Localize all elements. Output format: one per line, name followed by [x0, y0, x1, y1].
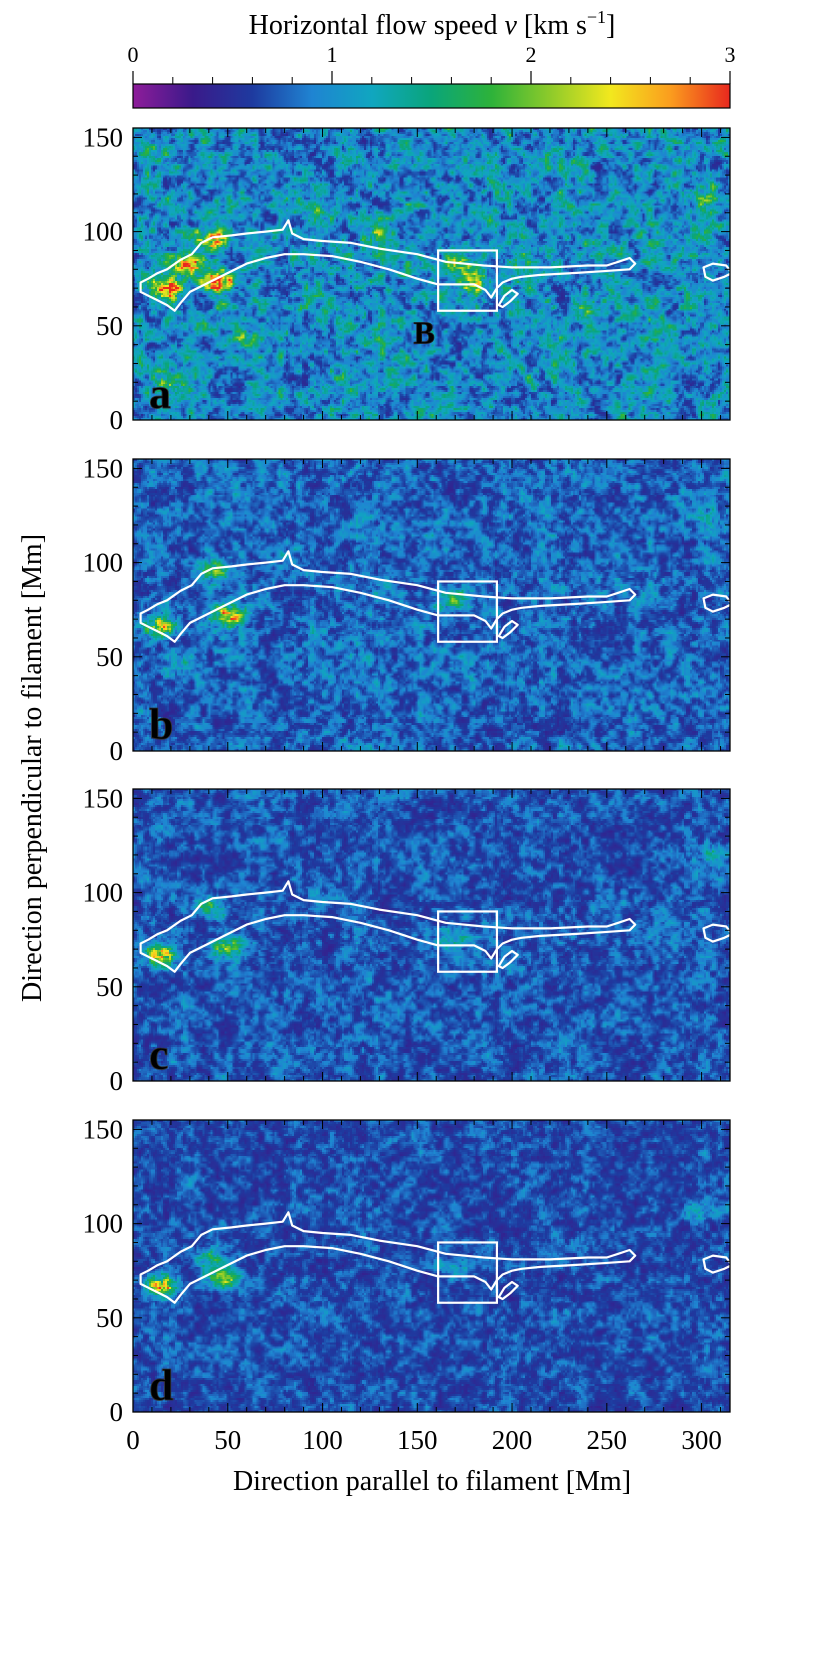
flow-speed-map — [133, 459, 730, 751]
filament-contour-island — [702, 262, 730, 282]
filament-contour — [139, 1211, 637, 1304]
filament-contour — [139, 550, 637, 643]
panel-d: d0 50 100 150 0 50 100 150 200 250 300 — [83, 1114, 731, 1455]
panel-frame — [132, 458, 731, 752]
panel-letter: b — [149, 700, 173, 749]
y-tick-label: 100 — [83, 878, 124, 908]
colorbar-label: Horizontal flow speed v [km s−1] — [249, 7, 616, 41]
flow-speed-map — [133, 128, 730, 420]
axis-ticks — [132, 1120, 730, 1413]
panel-frame — [132, 127, 731, 421]
filament-contour-island — [702, 1254, 730, 1274]
region-box — [437, 910, 498, 973]
filament-contour-segment — [497, 288, 519, 309]
x-tick-label: 50 — [214, 1425, 241, 1455]
filament-contour-island — [702, 593, 730, 613]
panel-frame — [132, 1119, 731, 1413]
y-tick-label: 50 — [96, 1303, 123, 1333]
y-tick-label: 50 — [96, 311, 123, 341]
region-box-label: B — [413, 315, 434, 351]
colorbar-label-units-close: ] — [606, 10, 615, 41]
y-tick-label: 0 — [110, 405, 124, 435]
y-tick-label: 150 — [83, 1114, 124, 1144]
panel-frame — [132, 788, 731, 1082]
y-tick-label: 100 — [83, 217, 124, 247]
x-tick-label: 200 — [492, 1425, 533, 1455]
y-tick-label: 0 — [110, 1066, 124, 1096]
filament-contour-segment — [497, 619, 519, 640]
filament-contour-segment — [497, 949, 519, 970]
x-tick-label: 0 — [126, 1425, 140, 1455]
y-tick-label: 50 — [96, 972, 123, 1002]
y-axis-label: Direction perpendicular to filament [Mm] — [17, 534, 48, 1002]
colorbar: Horizontal flow speed v [km s−1] 0 1 2 3 — [128, 7, 736, 109]
flow-speed-map — [133, 1120, 730, 1412]
colorbar-label-symbol: v — [504, 10, 517, 41]
y-tick-label: 0 — [110, 1397, 124, 1427]
panel-c: c0 50 100 150 — [83, 783, 731, 1096]
colorbar-label-units: [km s — [517, 10, 587, 41]
axis-ticks — [132, 789, 730, 1082]
colorbar-tick-label: 3 — [725, 42, 736, 67]
x-axis-label: Direction parallel to filament [Mm] — [233, 1466, 631, 1497]
y-tick-label: 150 — [83, 122, 124, 152]
region-box — [437, 249, 498, 312]
filament-contour-island — [702, 923, 730, 943]
x-tick-label: 250 — [587, 1425, 628, 1455]
y-tick-label: 150 — [83, 453, 124, 483]
region-box — [437, 580, 498, 643]
colorbar-tick-label: 1 — [327, 42, 338, 67]
region-box — [437, 1241, 498, 1304]
panel-letter: a — [149, 369, 171, 418]
y-tick-label: 100 — [83, 1209, 124, 1239]
y-tick-label: 100 — [83, 548, 124, 578]
colorbar-tick-label: 2 — [526, 42, 537, 67]
colorbar-ticks: 0 1 2 3 — [128, 42, 736, 84]
y-tick-label: 50 — [96, 642, 123, 672]
panel-b: b0 50 100 150 — [83, 453, 731, 766]
flow-speed-map — [133, 789, 730, 1081]
panel-letter: d — [149, 1361, 173, 1410]
x-tick-label: 100 — [302, 1425, 343, 1455]
filament-contour-segment — [497, 1280, 519, 1301]
colorbar-label-main: Horizontal flow speed — [249, 10, 505, 41]
filament-contour — [139, 880, 637, 973]
axis-ticks — [132, 128, 730, 421]
x-tick-label: 150 — [397, 1425, 438, 1455]
colorbar-tick-label: 0 — [128, 42, 139, 67]
filament-contour — [139, 219, 637, 312]
y-tick-label: 0 — [110, 736, 124, 766]
axis-ticks — [132, 459, 730, 752]
panels: Ba050100150b050100150c050100150d05010015… — [83, 122, 731, 1455]
y-tick-label: 150 — [83, 783, 124, 813]
x-tick-label: 300 — [681, 1425, 722, 1455]
panel-a: Ba0 50 100 150 — [83, 122, 731, 435]
panel-letter: c — [149, 1030, 169, 1079]
colorbar-bar — [132, 83, 731, 109]
colorbar-label-units-sup: −1 — [587, 7, 606, 27]
